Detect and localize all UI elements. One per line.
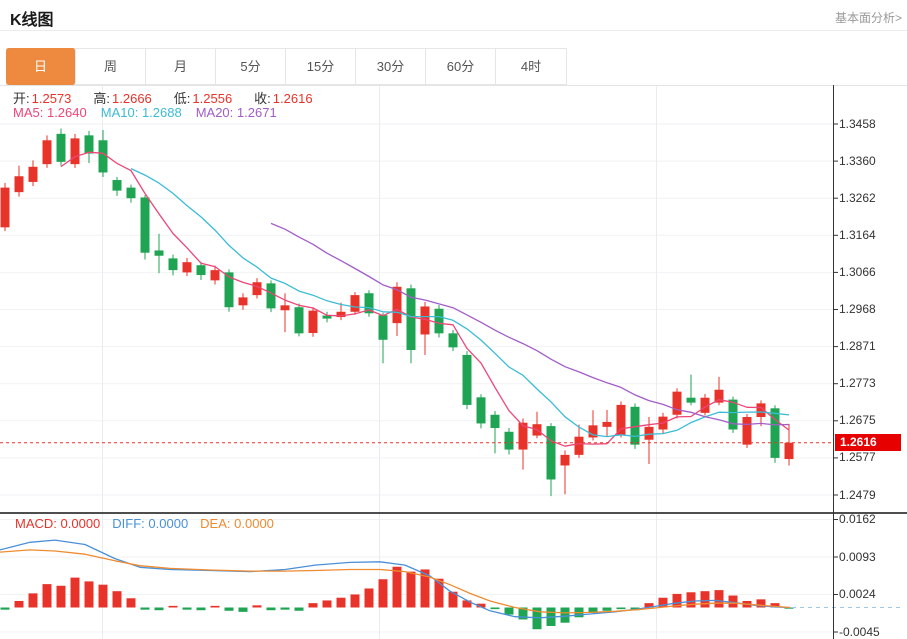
tab-30min[interactable]: 30分 (356, 49, 426, 84)
macd-tick-label: 0.0024 (839, 587, 876, 601)
tab-5min[interactable]: 5分 (216, 49, 286, 84)
diff-readout: DIFF: 0.0000 (112, 516, 189, 531)
price-tick-label: 1.3164 (839, 227, 876, 242)
high-value: 1.2666 (112, 91, 152, 106)
price-tick-label: 1.2675 (839, 413, 876, 428)
ohlc-open: 开: 1.2573 (13, 88, 71, 107)
ohlc-high: 高: 1.2666 (93, 88, 151, 107)
period-tabbar: 日 周 月 5分 15分 30分 60分 4时 (6, 48, 567, 85)
tab-4hour[interactable]: 4时 (496, 49, 566, 84)
high-label: 高: (93, 91, 111, 106)
tab-week[interactable]: 周 (76, 49, 146, 84)
open-value: 1.2573 (31, 91, 72, 106)
tab-day[interactable]: 日 (6, 48, 76, 85)
close-label: 收: (254, 91, 271, 106)
last-price-badge: 1.2616 (835, 434, 901, 452)
ma10-readout: MA10: 1.2688 (100, 105, 182, 120)
macd-legend: MACD: 0.0000 DIFF: 0.0000 DEA: 0.0000 (15, 516, 274, 531)
macd-readout: MACD: 0.0000 (15, 516, 101, 531)
tab-60min[interactable]: 60分 (426, 49, 496, 84)
ohlc-close: 收: 1.2616 (254, 88, 312, 107)
tab-month[interactable]: 月 (146, 49, 216, 84)
price-tick-label: 1.2577 (839, 450, 876, 465)
close-value: 1.2616 (272, 91, 313, 106)
page-title: K线图 (10, 12, 54, 29)
header-divider (0, 30, 907, 31)
ohlc-low: 低: 1.2556 (174, 88, 232, 107)
price-tick-label: 1.2479 (839, 487, 876, 502)
fundamental-analysis-link[interactable]: 基本面分析> (834, 11, 902, 25)
tab-15min[interactable]: 15分 (286, 49, 356, 84)
price-tick-label: 1.2871 (839, 339, 876, 354)
price-tick-label: 1.3458 (839, 116, 876, 131)
ohlc-legend: 开: 1.2573 高: 1.2666 低: 1.2556 收: 1.2616 (13, 88, 313, 107)
ma20-readout: MA20: 1.2671 (195, 105, 277, 120)
price-tick-label: 1.2968 (839, 302, 876, 316)
macd-tick-label: 0.0162 (839, 512, 876, 526)
ma-legend: MA5: 1.2640 MA10: 1.2688 MA20: 1.2671 (13, 105, 277, 120)
dea-readout: DEA: 0.0000 (200, 516, 274, 531)
low-value: 1.2556 (192, 91, 233, 106)
low-label: 低: (173, 91, 191, 106)
price-tick-label: 1.3262 (839, 190, 876, 205)
macd-tick-label: -0.0045 (839, 624, 880, 639)
price-tick-label: 1.3066 (839, 264, 876, 279)
price-tick-label: 1.2773 (839, 376, 876, 391)
macd-tick-label: 0.0093 (839, 549, 876, 564)
price-tick-label: 1.3360 (839, 153, 876, 168)
open-label: 开: (13, 91, 30, 106)
ma5-readout: MA5: 1.2640 (13, 105, 87, 120)
